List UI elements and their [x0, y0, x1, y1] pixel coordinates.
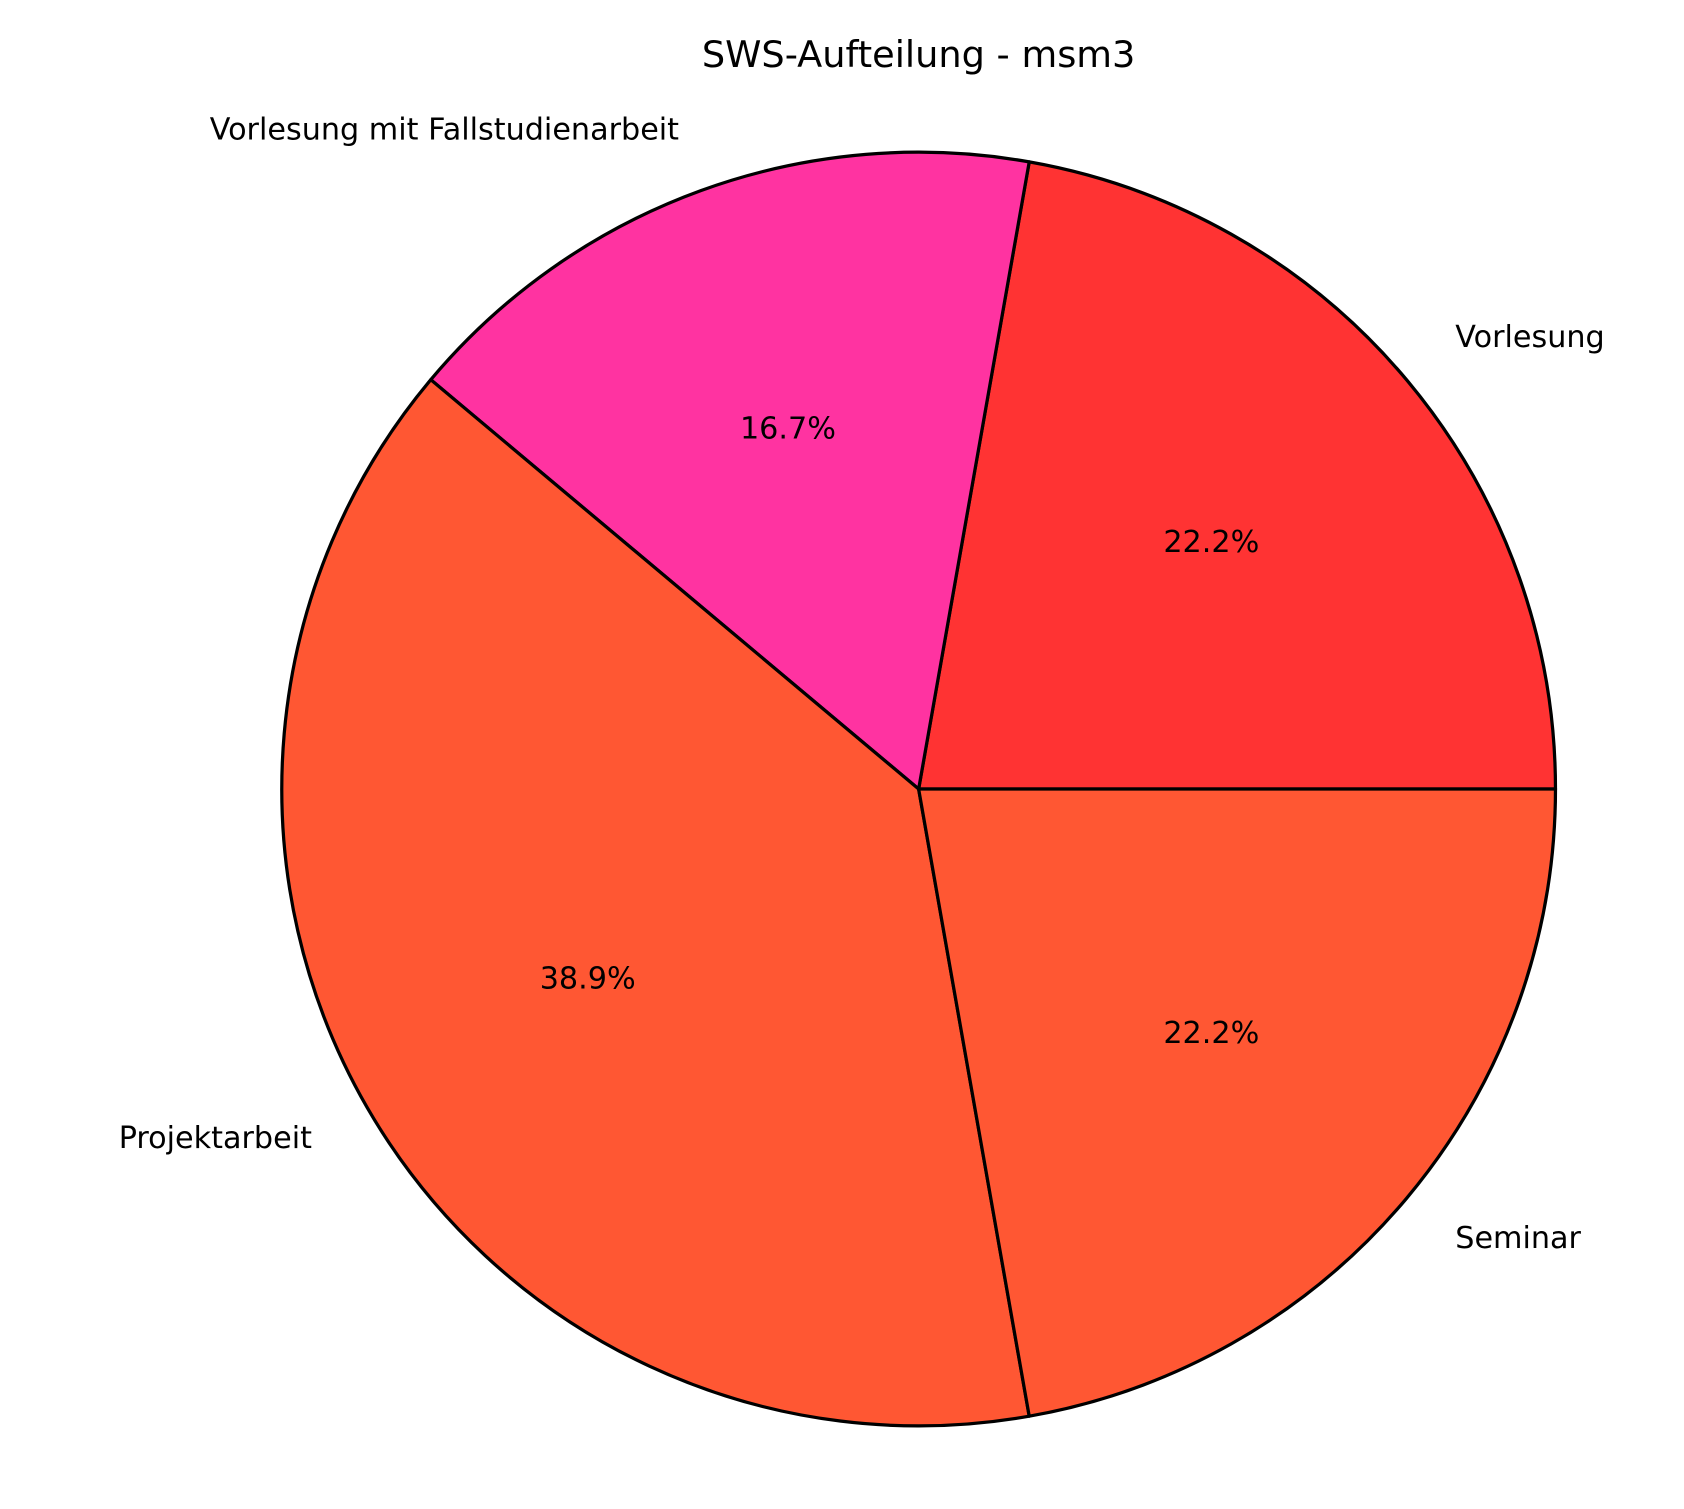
- chart-title: SWS-Aufteilung - msm3: [702, 33, 1136, 76]
- slice-percent-label: 16.7%: [740, 411, 836, 446]
- pie-slice-vorlesung: [917, 160, 1558, 791]
- pie-slice-seminar: [917, 787, 1558, 1418]
- pie-slice-vorlesung-mit-fallstudienarbeit: [429, 150, 1031, 791]
- slice-label: Vorlesung mit Fallstudienarbeit: [210, 112, 679, 147]
- slice-label: Seminar: [1455, 1221, 1581, 1256]
- slice-percent-label: 38.9%: [540, 962, 636, 997]
- slice-label: Vorlesung: [1455, 320, 1604, 355]
- slice-percent-label: 22.2%: [1163, 525, 1259, 560]
- slice-label: Projektarbeit: [119, 1121, 312, 1156]
- pie-slice-projektarbeit: [280, 378, 1031, 1428]
- slice-percent-label: 22.2%: [1163, 1016, 1259, 1051]
